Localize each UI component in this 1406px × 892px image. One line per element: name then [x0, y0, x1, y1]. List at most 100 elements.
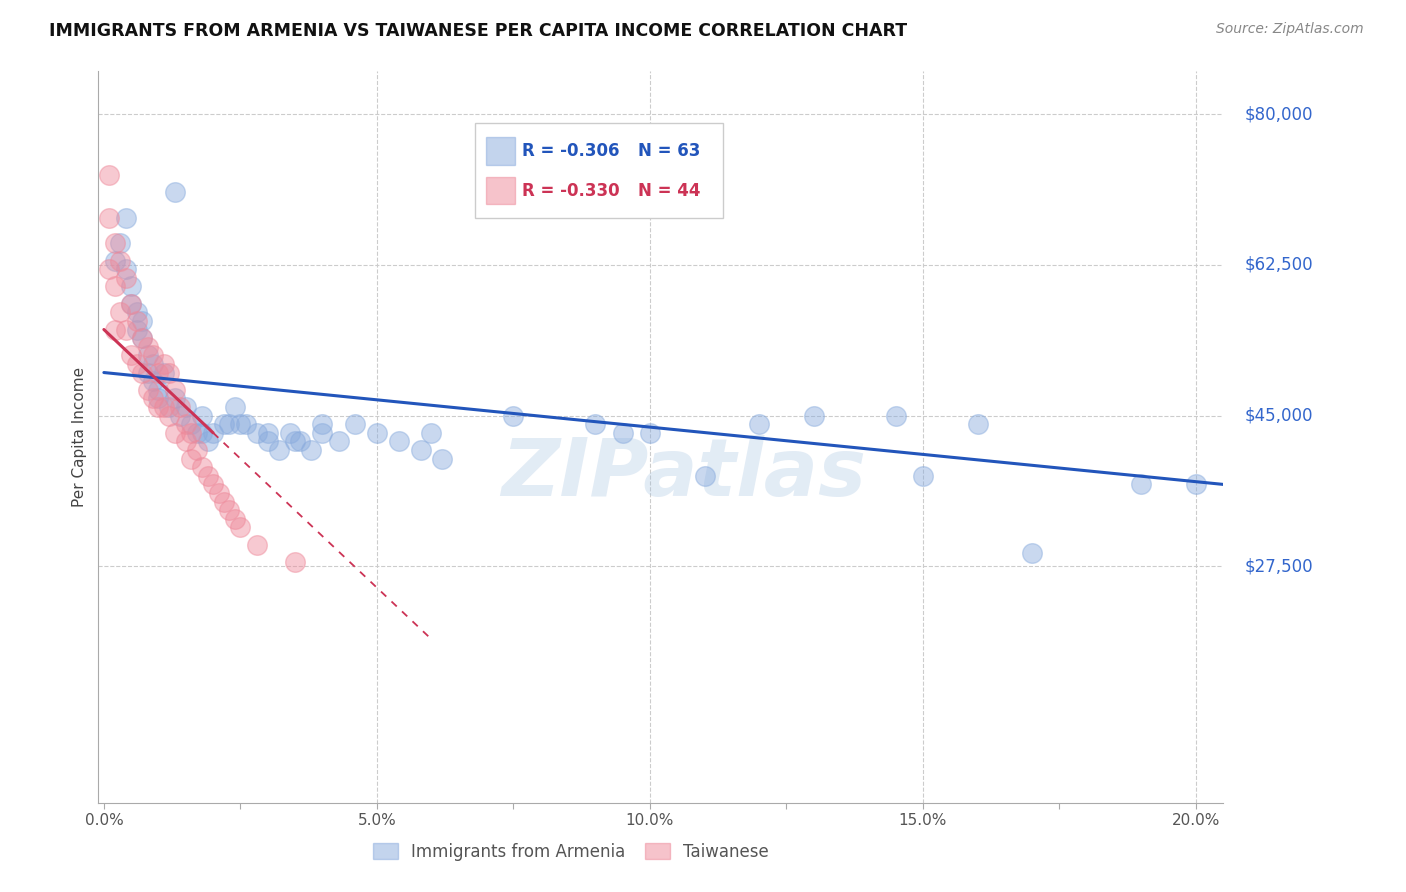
Point	[299, 442, 322, 457]
Point	[142, 357, 165, 371]
Point	[163, 392, 186, 406]
Point	[174, 400, 197, 414]
Point	[98, 168, 121, 182]
Point	[229, 520, 252, 534]
Point	[136, 340, 159, 354]
Point	[612, 425, 634, 440]
Point	[202, 425, 225, 440]
Point	[311, 425, 333, 440]
Point	[131, 314, 153, 328]
Point	[366, 425, 388, 440]
Point	[125, 305, 148, 319]
Point	[120, 348, 142, 362]
Text: $80,000: $80,000	[1246, 105, 1313, 123]
Point	[153, 400, 176, 414]
Point	[803, 409, 825, 423]
Point	[110, 305, 132, 319]
Point	[120, 296, 142, 310]
Point	[114, 211, 136, 225]
Point	[191, 425, 214, 440]
Point	[911, 468, 934, 483]
Point	[110, 253, 132, 268]
Point	[748, 417, 770, 432]
Point	[212, 417, 235, 432]
Point	[202, 477, 225, 491]
Point	[120, 279, 142, 293]
Point	[191, 409, 214, 423]
Text: $62,500: $62,500	[1246, 256, 1313, 274]
FancyBboxPatch shape	[486, 137, 515, 165]
Text: N = 44: N = 44	[638, 182, 700, 200]
Point	[311, 417, 333, 432]
Point	[148, 383, 170, 397]
FancyBboxPatch shape	[486, 177, 515, 204]
Point	[284, 434, 307, 449]
Point	[229, 417, 252, 432]
Point	[1130, 477, 1153, 491]
Point	[174, 434, 197, 449]
Point	[163, 383, 186, 397]
Point	[120, 296, 142, 310]
Point	[186, 425, 208, 440]
Point	[153, 366, 176, 380]
Point	[409, 442, 432, 457]
Point	[125, 322, 148, 336]
Point	[98, 262, 121, 277]
Point	[212, 494, 235, 508]
Point	[344, 417, 367, 432]
Point	[1021, 546, 1043, 560]
Point	[148, 400, 170, 414]
Point	[142, 348, 165, 362]
Point	[104, 322, 127, 336]
Point	[114, 322, 136, 336]
Point	[267, 442, 290, 457]
Point	[153, 357, 176, 371]
Point	[207, 486, 229, 500]
Point	[98, 211, 121, 225]
Text: R = -0.330: R = -0.330	[523, 182, 620, 200]
Point	[290, 434, 312, 449]
Point	[125, 314, 148, 328]
Point	[136, 348, 159, 362]
Point	[157, 400, 180, 414]
Point	[114, 271, 136, 285]
Point	[224, 512, 246, 526]
Legend: Immigrants from Armenia, Taiwanese: Immigrants from Armenia, Taiwanese	[366, 837, 776, 868]
Point	[502, 409, 524, 423]
Point	[191, 460, 214, 475]
Point	[224, 400, 246, 414]
Point	[256, 425, 278, 440]
Point	[246, 538, 269, 552]
Point	[169, 400, 191, 414]
Point	[583, 417, 606, 432]
Point	[388, 434, 411, 449]
Point	[131, 366, 153, 380]
Point	[1185, 477, 1208, 491]
Point	[180, 451, 202, 466]
Point	[638, 425, 661, 440]
Point	[197, 434, 219, 449]
Point	[136, 366, 159, 380]
Point	[235, 417, 257, 432]
Point	[278, 425, 301, 440]
Point	[169, 409, 191, 423]
Point	[163, 425, 186, 440]
Point	[180, 425, 202, 440]
Point	[104, 279, 127, 293]
Point	[180, 417, 202, 432]
Point	[693, 468, 716, 483]
Point	[284, 555, 307, 569]
Point	[186, 442, 208, 457]
FancyBboxPatch shape	[475, 122, 723, 218]
Text: Source: ZipAtlas.com: Source: ZipAtlas.com	[1216, 22, 1364, 37]
Point	[114, 262, 136, 277]
Text: R = -0.306: R = -0.306	[523, 142, 620, 160]
Text: IMMIGRANTS FROM ARMENIA VS TAIWANESE PER CAPITA INCOME CORRELATION CHART: IMMIGRANTS FROM ARMENIA VS TAIWANESE PER…	[49, 22, 907, 40]
Point	[136, 383, 159, 397]
Point	[246, 425, 269, 440]
Point	[218, 503, 240, 517]
Point	[104, 253, 127, 268]
Point	[218, 417, 240, 432]
Point	[420, 425, 443, 440]
Point	[110, 236, 132, 251]
